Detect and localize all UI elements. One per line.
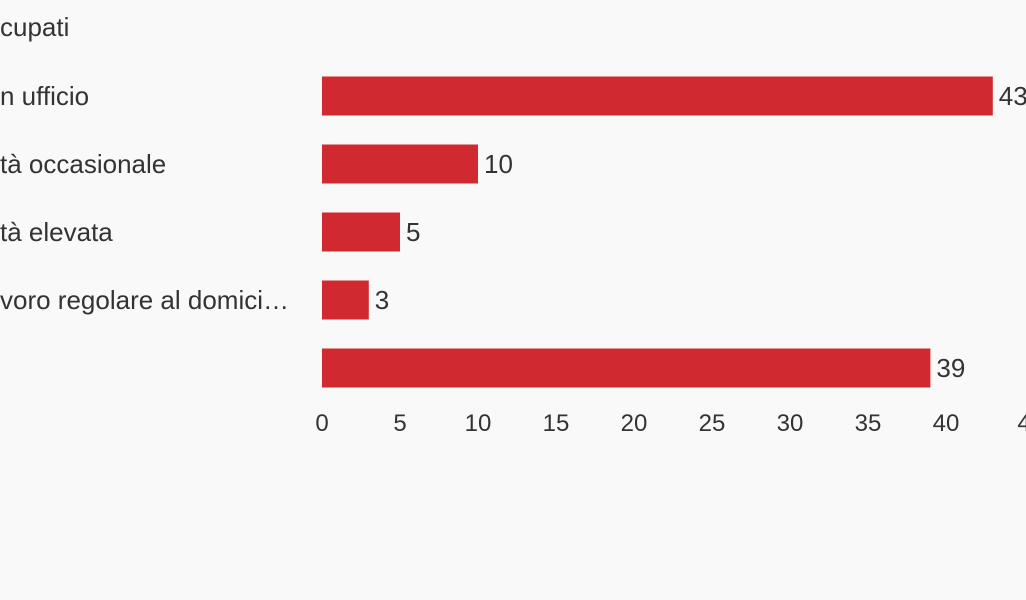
bar (322, 212, 400, 252)
x-tick-label: 5 (393, 410, 406, 437)
value-label: 39 (936, 353, 965, 383)
x-tick-label: 20 (621, 410, 648, 437)
x-tick-label: 40 (933, 410, 960, 437)
value-labels: 43 10 5 3 39 (375, 81, 1026, 383)
x-axis-ticks: 0 5 10 15 20 25 30 35 40 4 (315, 410, 1026, 437)
category-label: n ufficio (0, 81, 89, 111)
chart-title: cupati (0, 12, 69, 42)
value-label: 5 (406, 217, 420, 247)
x-tick-label: 0 (315, 410, 328, 437)
bar (322, 280, 369, 320)
value-label: 3 (375, 285, 389, 315)
value-label: 10 (484, 149, 513, 179)
x-tick-label: 10 (465, 410, 492, 437)
bar (322, 348, 931, 388)
value-label: 43 (999, 81, 1026, 111)
bar (322, 144, 478, 184)
x-tick-label: 15 (543, 410, 570, 437)
bar (322, 76, 993, 116)
category-labels: n ufficio tà occasionale tà elevata voro re… (0, 81, 289, 315)
category-label: voro regolare al domici… (0, 285, 289, 315)
x-tick-label: 35 (855, 410, 882, 437)
category-label: tà occasionale (0, 149, 166, 179)
x-tick-label: 25 (699, 410, 726, 437)
category-label: tà elevata (0, 217, 113, 247)
x-tick-label: 4 (1017, 410, 1026, 437)
x-tick-label: 30 (777, 410, 804, 437)
bars (322, 76, 993, 388)
